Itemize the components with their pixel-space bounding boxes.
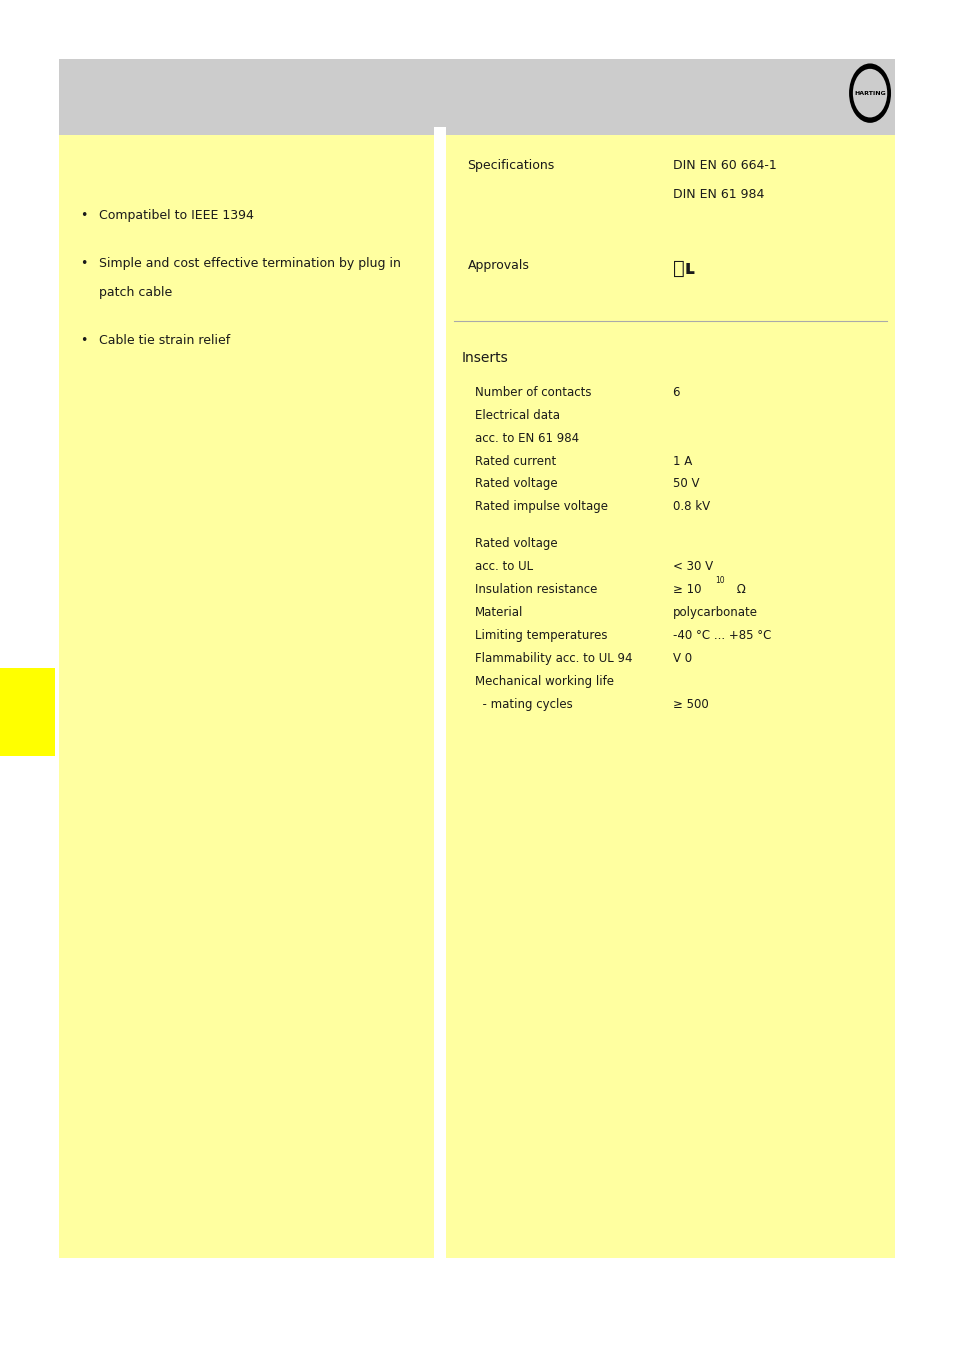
Text: 0.8 kV: 0.8 kV xyxy=(672,501,709,513)
Text: Specifications: Specifications xyxy=(467,159,554,173)
Bar xyxy=(0,668,55,756)
Text: Limiting temperatures: Limiting temperatures xyxy=(475,629,607,643)
Text: Rated impulse voltage: Rated impulse voltage xyxy=(475,501,607,513)
Text: DIN EN 60 664-1: DIN EN 60 664-1 xyxy=(672,159,776,173)
Text: acc. to EN 61 984: acc. to EN 61 984 xyxy=(475,432,578,444)
Text: 50 V: 50 V xyxy=(672,478,699,490)
Text: HARTING: HARTING xyxy=(853,90,885,96)
Text: Cable tie strain relief: Cable tie strain relief xyxy=(99,333,231,347)
Text: Ⓑʟ: Ⓑʟ xyxy=(672,259,694,278)
Text: Inserts: Inserts xyxy=(461,351,508,364)
Bar xyxy=(446,135,894,1258)
Text: •: • xyxy=(80,258,88,270)
Text: ≥ 10: ≥ 10 xyxy=(672,583,700,597)
Text: 6: 6 xyxy=(672,386,679,398)
Text: V 0: V 0 xyxy=(672,652,691,666)
Text: patch cable: patch cable xyxy=(99,286,172,298)
Text: - mating cycles: - mating cycles xyxy=(475,698,572,711)
Text: Electrical data: Electrical data xyxy=(475,409,559,421)
Text: acc. to UL: acc. to UL xyxy=(475,560,533,574)
Text: Flammability acc. to UL 94: Flammability acc. to UL 94 xyxy=(475,652,632,666)
Text: •: • xyxy=(80,209,88,223)
Text: 1 A: 1 A xyxy=(672,455,691,467)
Ellipse shape xyxy=(848,63,890,123)
Text: Rated current: Rated current xyxy=(475,455,556,467)
Text: Simple and cost effective termination by plug in: Simple and cost effective termination by… xyxy=(99,258,400,270)
Bar xyxy=(59,127,434,186)
Bar xyxy=(446,127,894,186)
Text: < 30 V: < 30 V xyxy=(672,560,712,574)
Text: Material: Material xyxy=(475,606,523,620)
Text: Approvals: Approvals xyxy=(467,259,529,271)
Text: DIN EN 61 984: DIN EN 61 984 xyxy=(672,188,763,201)
Bar xyxy=(59,59,894,127)
Text: Compatibel to IEEE 1394: Compatibel to IEEE 1394 xyxy=(99,209,253,223)
Text: Rated voltage: Rated voltage xyxy=(475,478,558,490)
Text: polycarbonate: polycarbonate xyxy=(672,606,757,620)
Text: ≥ 500: ≥ 500 xyxy=(672,698,707,711)
Text: •: • xyxy=(80,333,88,347)
Text: Insulation resistance: Insulation resistance xyxy=(475,583,597,597)
Text: 10: 10 xyxy=(715,576,724,586)
Text: Rated voltage: Rated voltage xyxy=(475,537,558,551)
Bar xyxy=(59,135,434,1258)
Text: Ω: Ω xyxy=(732,583,744,597)
Text: -40 °C ... +85 °C: -40 °C ... +85 °C xyxy=(672,629,770,643)
Text: Number of contacts: Number of contacts xyxy=(475,386,591,398)
Text: Mechanical working life: Mechanical working life xyxy=(475,675,614,688)
Ellipse shape xyxy=(852,69,886,117)
